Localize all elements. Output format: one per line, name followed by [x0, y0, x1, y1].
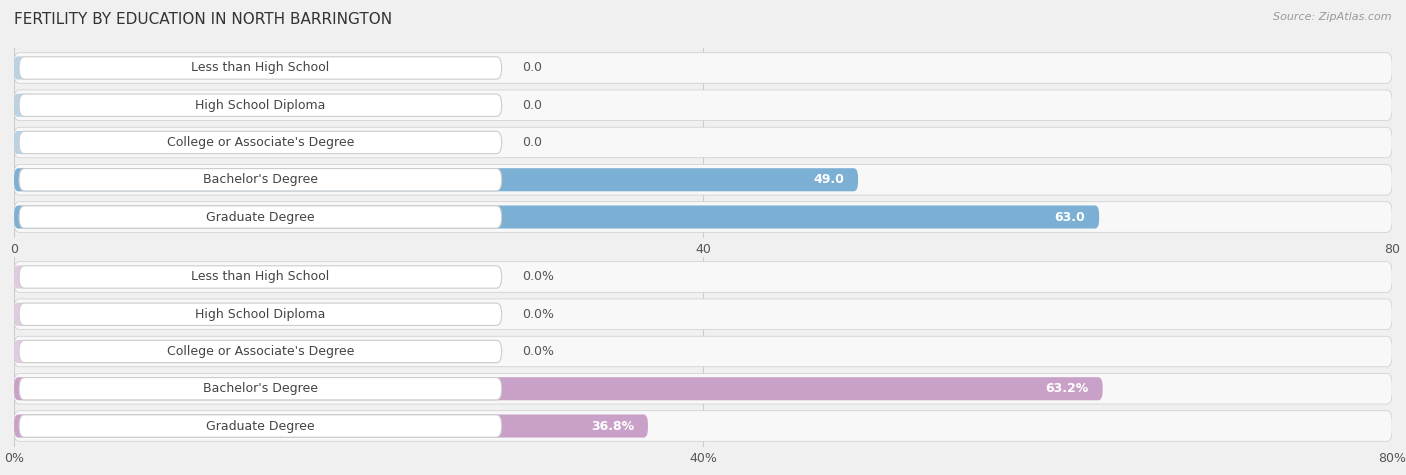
FancyBboxPatch shape — [14, 266, 28, 288]
FancyBboxPatch shape — [20, 131, 502, 154]
FancyBboxPatch shape — [14, 373, 1392, 404]
FancyBboxPatch shape — [14, 168, 858, 191]
Text: College or Associate's Degree: College or Associate's Degree — [167, 136, 354, 149]
Text: 0.0: 0.0 — [522, 99, 543, 112]
FancyBboxPatch shape — [14, 336, 1392, 367]
FancyBboxPatch shape — [14, 299, 1392, 330]
FancyBboxPatch shape — [20, 94, 502, 116]
Text: 0.0: 0.0 — [522, 61, 543, 75]
FancyBboxPatch shape — [14, 206, 1099, 228]
Text: 63.2%: 63.2% — [1046, 382, 1088, 395]
Text: 63.0: 63.0 — [1054, 210, 1085, 224]
FancyBboxPatch shape — [20, 340, 502, 363]
Text: 49.0: 49.0 — [813, 173, 844, 186]
FancyBboxPatch shape — [14, 262, 1392, 292]
Text: Graduate Degree: Graduate Degree — [207, 419, 315, 433]
FancyBboxPatch shape — [14, 303, 28, 326]
Text: 0.0%: 0.0% — [522, 308, 554, 321]
Text: 0.0: 0.0 — [522, 136, 543, 149]
FancyBboxPatch shape — [20, 206, 502, 228]
FancyBboxPatch shape — [14, 57, 28, 79]
FancyBboxPatch shape — [14, 411, 1392, 441]
Text: Bachelor's Degree: Bachelor's Degree — [202, 382, 318, 395]
FancyBboxPatch shape — [20, 378, 502, 400]
Text: Graduate Degree: Graduate Degree — [207, 210, 315, 224]
FancyBboxPatch shape — [14, 164, 1392, 195]
FancyBboxPatch shape — [14, 127, 1392, 158]
Text: Source: ZipAtlas.com: Source: ZipAtlas.com — [1274, 12, 1392, 22]
Text: High School Diploma: High School Diploma — [195, 308, 326, 321]
Text: 0.0%: 0.0% — [522, 270, 554, 284]
FancyBboxPatch shape — [20, 57, 502, 79]
FancyBboxPatch shape — [14, 415, 648, 437]
Text: 36.8%: 36.8% — [591, 419, 634, 433]
FancyBboxPatch shape — [20, 169, 502, 191]
FancyBboxPatch shape — [20, 303, 502, 325]
FancyBboxPatch shape — [14, 377, 1102, 400]
Text: Less than High School: Less than High School — [191, 270, 329, 284]
FancyBboxPatch shape — [14, 90, 1392, 121]
Text: Bachelor's Degree: Bachelor's Degree — [202, 173, 318, 186]
FancyBboxPatch shape — [14, 131, 28, 154]
Text: Less than High School: Less than High School — [191, 61, 329, 75]
Text: College or Associate's Degree: College or Associate's Degree — [167, 345, 354, 358]
FancyBboxPatch shape — [14, 202, 1392, 232]
FancyBboxPatch shape — [14, 53, 1392, 83]
FancyBboxPatch shape — [14, 94, 28, 117]
FancyBboxPatch shape — [20, 415, 502, 437]
Text: FERTILITY BY EDUCATION IN NORTH BARRINGTON: FERTILITY BY EDUCATION IN NORTH BARRINGT… — [14, 12, 392, 27]
FancyBboxPatch shape — [20, 266, 502, 288]
FancyBboxPatch shape — [14, 340, 28, 363]
Text: High School Diploma: High School Diploma — [195, 99, 326, 112]
Text: 0.0%: 0.0% — [522, 345, 554, 358]
